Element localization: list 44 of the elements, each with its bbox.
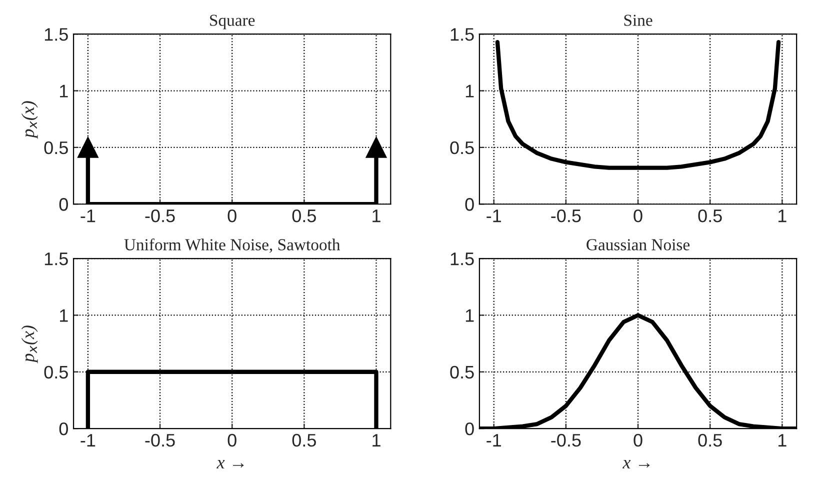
y-tick-label: 0.5 [450,366,474,379]
y-tick-label: 1 [60,309,68,322]
x-tick-label: -0.5 [551,209,581,222]
y-tick-label: 0 [59,198,68,211]
x-tick-label: -0.5 [551,434,581,447]
y-tick-label: 0 [465,198,474,211]
x-tick-label: 1 [372,210,380,222]
x-axis-title: x → [622,460,650,468]
y-tick-label: 0.5 [44,366,68,379]
y-tick-label: 1.5 [44,252,68,266]
x-tick-label: 1 [372,434,380,447]
y-tick-label: 0 [59,422,68,436]
x-tick-label: -0.5 [145,209,175,222]
chart-title: Sine [624,14,652,26]
x-tick-label: 1 [778,434,786,447]
x-tick-label: -0.5 [145,434,175,447]
x-tick-label: -1 [80,434,96,447]
y-tick-label: 1.5 [450,252,474,266]
y-tick-label: 0 [465,422,474,436]
y-tick-label: 1.5 [44,28,68,41]
x-tick-label: 0.5 [292,434,316,447]
x-tick-label: 0 [634,209,642,222]
chart-title: Square [210,14,255,30]
x-tick-label: 0.5 [292,209,316,222]
x-tick-label: 0 [634,434,642,447]
x-tick-label: -1 [486,210,502,222]
y-axis-title: p$_{x}$(x) [21,101,38,139]
chart-title: Uniform White Noise, Sawtooth [124,238,340,253]
x-axis-title: x → [216,460,244,468]
x-tick-label: 0 [228,209,236,222]
y-tick-label: 1 [466,84,474,98]
y-tick-label: 0.5 [450,141,474,154]
x-tick-label: -1 [80,210,96,222]
x-tick-label: 0.5 [698,434,722,447]
y-tick-label: 1.5 [450,28,474,41]
x-tick-label: 0 [228,434,236,447]
x-tick-label: 0.5 [698,209,722,222]
y-tick-label: 0.5 [44,141,68,154]
x-tick-label: -1 [486,434,502,447]
x-tick-label: 1 [778,210,786,222]
y-tick-label: 1 [466,309,474,322]
y-tick-label: 1 [60,84,68,98]
chart-title: Gaussian Noise [586,239,690,250]
y-axis-title: p$_{x}$(x) [21,326,38,364]
